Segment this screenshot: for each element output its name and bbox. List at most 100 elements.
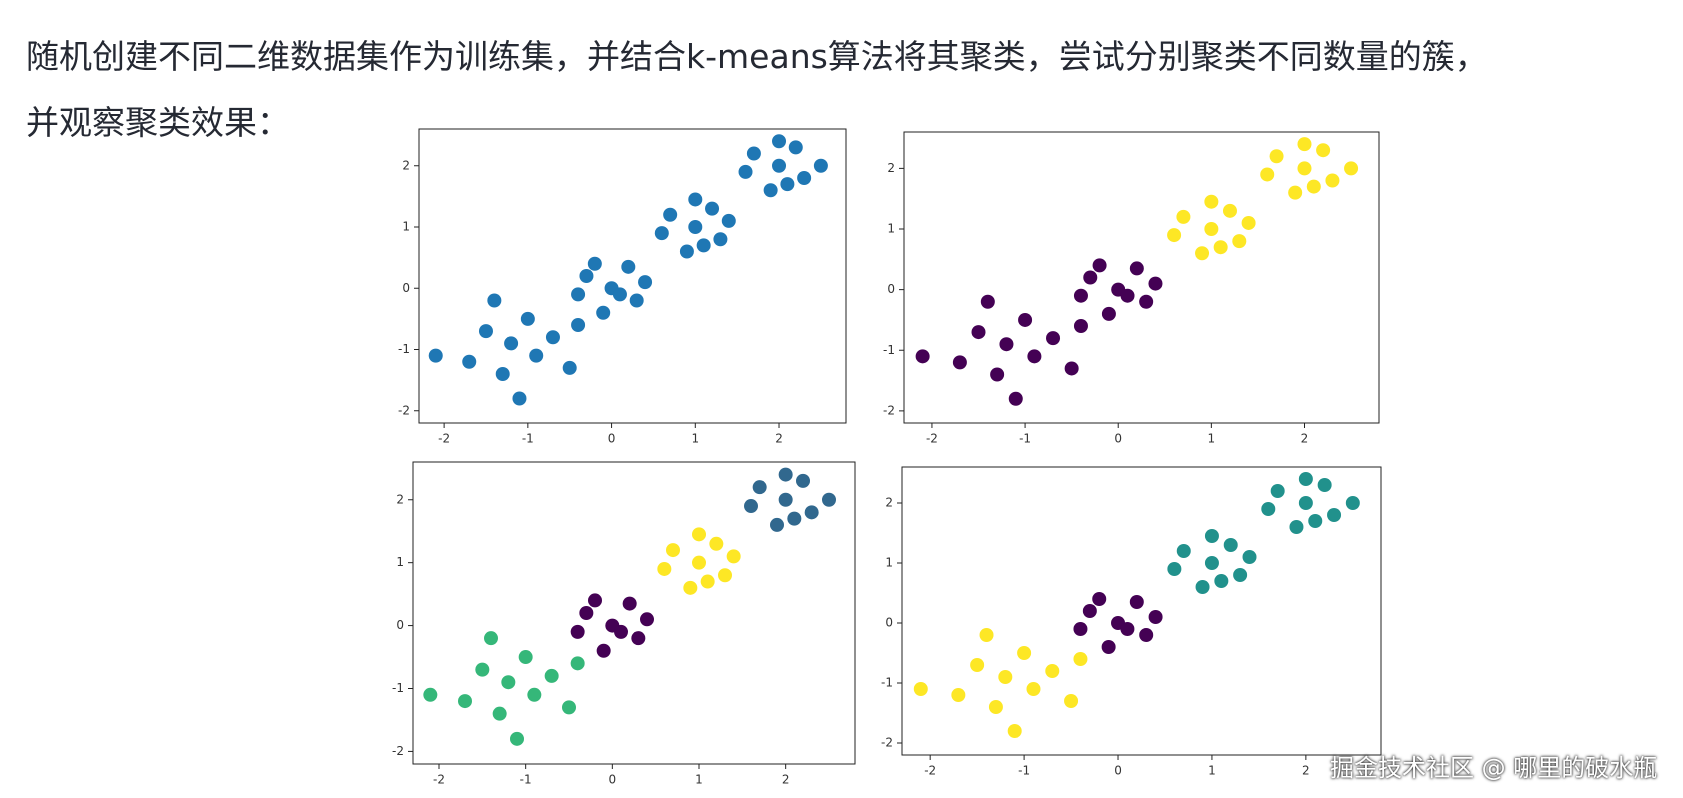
point: [1045, 664, 1060, 678]
point: [778, 492, 793, 507]
point: [571, 318, 586, 332]
point: [1018, 312, 1033, 327]
point: [478, 324, 493, 339]
point: [1232, 234, 1247, 249]
point: [562, 360, 577, 375]
point: [1297, 161, 1312, 176]
y-tick-label: 0: [402, 281, 410, 295]
x-tick-label: -1: [522, 432, 534, 446]
point: [979, 628, 994, 642]
point: [1204, 194, 1219, 209]
point: [1007, 724, 1022, 738]
point: [622, 596, 637, 611]
x-tick-label: 2: [782, 773, 790, 787]
point: [1083, 270, 1098, 285]
point: [1101, 306, 1116, 321]
point: [1241, 215, 1256, 230]
y-tick-label: 2: [885, 496, 893, 510]
y-tick-label: -2: [883, 403, 895, 417]
x-tick-label: 2: [1302, 764, 1310, 778]
point: [763, 183, 778, 198]
point: [1325, 173, 1340, 188]
x-tick-label: -2: [433, 773, 445, 787]
point: [1317, 478, 1332, 492]
paragraph-line: 随机创建不同二维数据集作为训练集，并结合k-means算法将其聚类，尝试分别聚类…: [26, 37, 1488, 76]
point: [1213, 240, 1228, 255]
point: [1046, 331, 1061, 346]
point: [1073, 319, 1088, 333]
point: [495, 367, 510, 381]
point: [1289, 520, 1304, 534]
y-tick-label: 1: [396, 555, 404, 569]
point: [746, 146, 761, 161]
point: [1269, 149, 1284, 164]
point: [657, 561, 672, 576]
point: [629, 293, 644, 308]
point: [545, 330, 560, 345]
y-tick-label: 2: [396, 492, 404, 506]
point: [1017, 646, 1032, 660]
point: [970, 658, 985, 672]
point: [688, 220, 703, 234]
x-tick-label: -1: [1019, 432, 1031, 446]
point: [612, 287, 627, 302]
y-tick-label: -2: [392, 744, 404, 758]
point: [504, 336, 519, 351]
point: [787, 511, 802, 526]
y-tick-label: -1: [398, 342, 410, 356]
point: [621, 259, 636, 274]
point: [1167, 562, 1182, 576]
point: [520, 311, 535, 326]
x-tick-label: -1: [1018, 764, 1030, 778]
point: [1316, 143, 1331, 158]
point: [1073, 288, 1088, 303]
x-tick-label: 0: [609, 773, 617, 787]
point: [1242, 550, 1257, 564]
point: [1195, 580, 1210, 594]
point: [999, 337, 1014, 352]
point: [700, 574, 715, 589]
watermark: 掘金技术社区 @ 哪里的破水瓶: [1330, 754, 1658, 782]
point: [529, 348, 544, 363]
x-tick-label: 2: [1301, 432, 1309, 446]
point: [788, 140, 803, 155]
point: [544, 668, 559, 683]
point: [1026, 682, 1041, 696]
y-tick-label: -2: [398, 403, 410, 417]
point: [1129, 595, 1144, 609]
point: [797, 171, 812, 185]
point: [951, 688, 966, 702]
point: [822, 492, 836, 507]
point: [654, 226, 669, 241]
point: [1214, 574, 1229, 588]
point: [428, 348, 443, 363]
x-tick-label: 1: [1208, 764, 1216, 778]
point: [915, 349, 930, 364]
point: [423, 687, 438, 702]
point: [709, 536, 724, 551]
point: [492, 706, 507, 721]
point: [726, 549, 741, 564]
y-tick-label: -2: [881, 736, 893, 750]
paragraph-line: 并观察聚类效果：: [26, 103, 290, 142]
point: [570, 624, 585, 639]
point: [688, 192, 703, 207]
point: [744, 499, 758, 514]
point: [1148, 276, 1163, 291]
point: [988, 700, 1003, 714]
axes-frame: [903, 131, 1380, 424]
point: [1298, 472, 1313, 486]
point: [683, 580, 698, 595]
y-tick-label: 2: [887, 161, 895, 175]
point: [1148, 610, 1163, 624]
point: [1222, 203, 1237, 218]
point: [1176, 544, 1191, 558]
point: [752, 480, 767, 495]
point: [638, 275, 653, 290]
point: [484, 631, 498, 646]
point: [1204, 556, 1219, 570]
point: [501, 675, 516, 690]
point: [663, 207, 678, 222]
